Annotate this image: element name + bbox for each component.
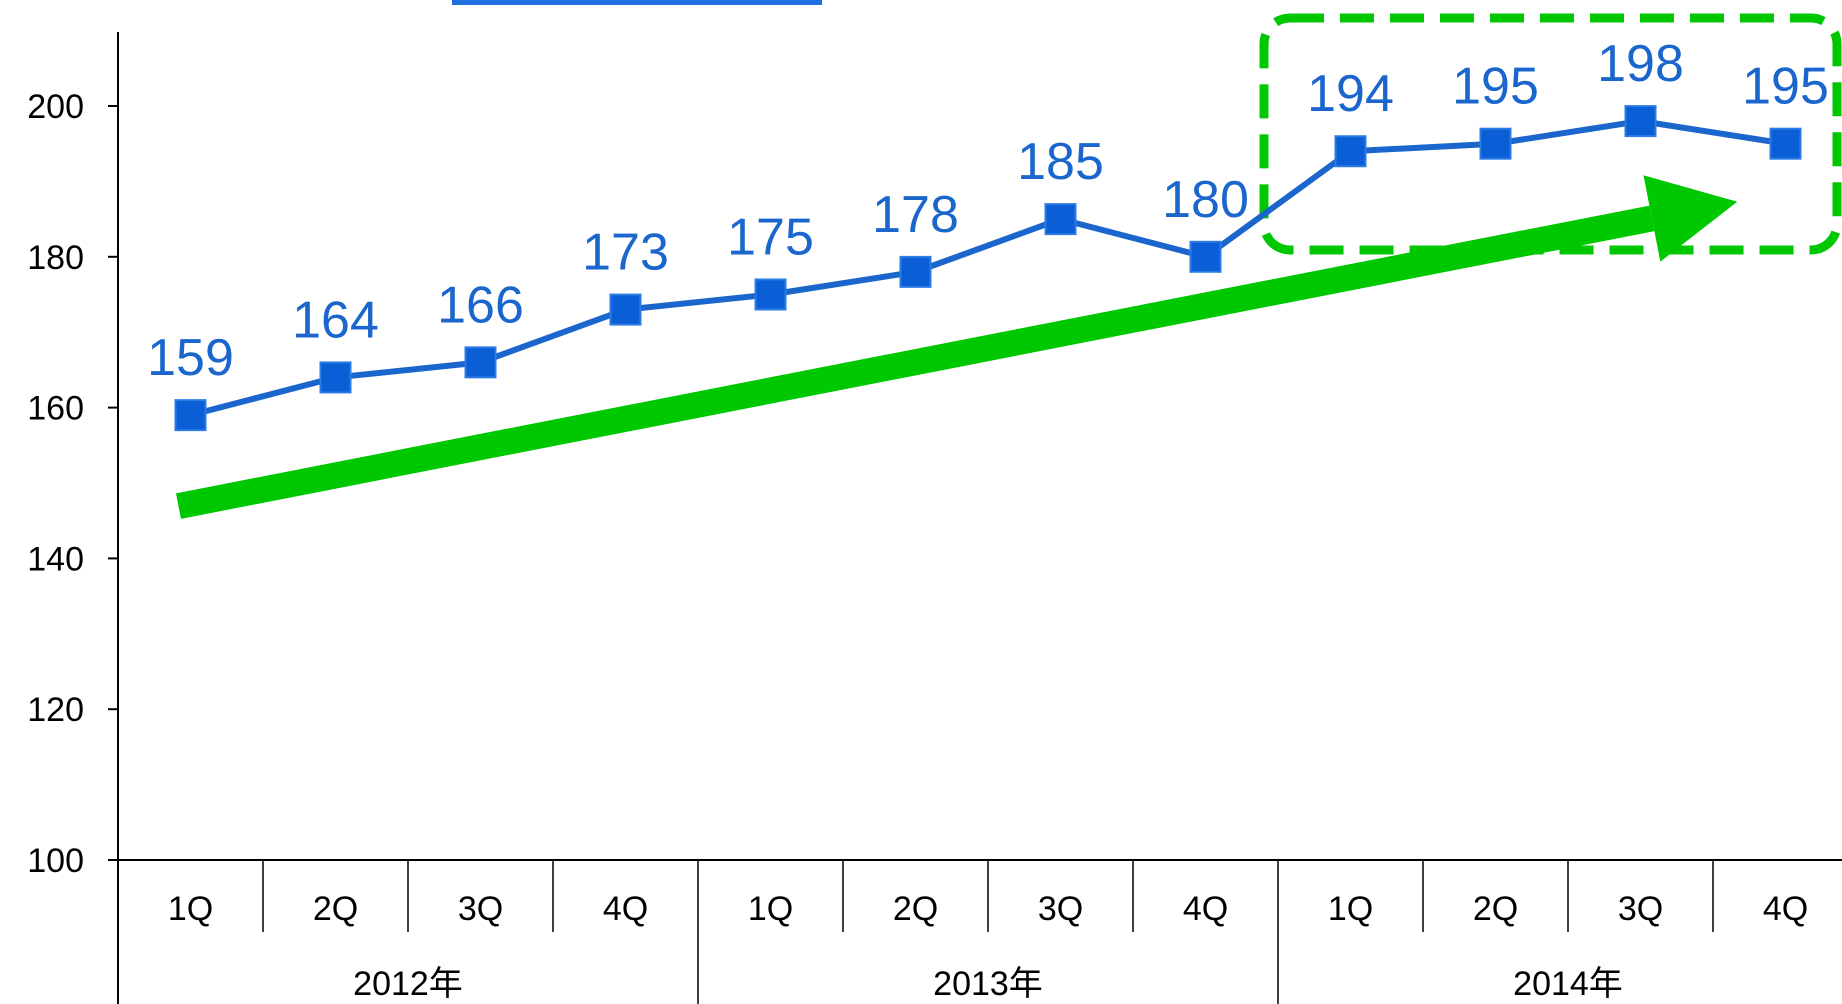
series-line xyxy=(189,118,1786,419)
data-point-marker xyxy=(174,399,207,432)
data-point-marker xyxy=(464,346,497,379)
data-label: 173 xyxy=(582,224,669,282)
chart-top-partial-bar xyxy=(452,0,822,5)
y-tick-label: 120 xyxy=(27,691,84,729)
data-label: 166 xyxy=(437,276,524,334)
x-tick-label: 1Q xyxy=(748,890,793,928)
x-tick-label: 3Q xyxy=(1038,890,1083,928)
y-tick-label: 100 xyxy=(27,842,84,880)
x-tick-label: 3Q xyxy=(458,890,503,928)
data-point-marker xyxy=(754,278,787,311)
data-point-marker xyxy=(899,255,932,288)
data-label: 180 xyxy=(1162,171,1249,229)
data-label: 175 xyxy=(727,209,814,267)
x-tick-label: 1Q xyxy=(1328,890,1373,928)
data-point-marker xyxy=(1624,105,1657,138)
x-group-label: 2012年 xyxy=(353,965,463,1003)
y-tick-label: 160 xyxy=(27,390,84,428)
data-point-marker xyxy=(1044,203,1077,236)
y-tick-label: 200 xyxy=(27,88,84,126)
data-label: 195 xyxy=(1742,58,1829,116)
trend-arrow xyxy=(176,175,1738,519)
data-label: 194 xyxy=(1307,65,1394,123)
series-line xyxy=(189,118,1786,419)
x-axis-ticks: 1Q 2Q 3Q 4Q 1Q 2Q 3Q 4Q 1Q 2Q 3Q 4Q xyxy=(117,860,1808,1004)
data-point-marker xyxy=(1479,127,1512,160)
x-tick-label: 1Q xyxy=(168,890,213,928)
data-point-marker xyxy=(1334,135,1367,168)
x-tick-label: 4Q xyxy=(603,890,648,928)
highlight-box xyxy=(1259,13,1842,255)
x-tick-label: 2Q xyxy=(893,890,938,928)
trend-arrow-head xyxy=(1643,175,1738,262)
y-tick-label: 180 xyxy=(27,239,84,277)
highlight-box xyxy=(1259,13,1842,255)
series-markers xyxy=(174,105,1802,432)
data-point-marker xyxy=(1769,127,1802,160)
y-axis-ticks: 100 120 140 160 180 200 xyxy=(27,88,118,880)
x-group-label: 2013年 xyxy=(933,965,1043,1003)
x-axis-group-labels: 2012年 2013年 2014年 xyxy=(353,965,1623,1003)
data-label: 178 xyxy=(872,186,959,244)
x-tick-label: 2Q xyxy=(1473,890,1518,928)
data-label: 195 xyxy=(1452,58,1539,116)
axes xyxy=(117,32,1842,1004)
data-point-marker xyxy=(609,293,642,326)
data-label: 198 xyxy=(1597,35,1684,93)
x-tick-label: 2Q xyxy=(313,890,358,928)
data-label: 164 xyxy=(292,291,379,349)
data-label: 159 xyxy=(147,329,234,387)
data-label: 185 xyxy=(1017,133,1104,191)
x-tick-label: 4Q xyxy=(1763,890,1808,928)
y-tick-label: 140 xyxy=(27,540,84,578)
trend-arrow-shaft xyxy=(176,205,1655,519)
x-tick-label: 3Q xyxy=(1618,890,1663,928)
data-labels: 159 164 166 173 175 178 185 180 194 195 198 195 xyxy=(147,35,1829,387)
x-tick-label: 4Q xyxy=(1183,890,1228,928)
x-group-label: 2014年 xyxy=(1513,965,1623,1003)
data-point-marker xyxy=(1189,240,1222,273)
data-point-marker xyxy=(319,361,352,394)
